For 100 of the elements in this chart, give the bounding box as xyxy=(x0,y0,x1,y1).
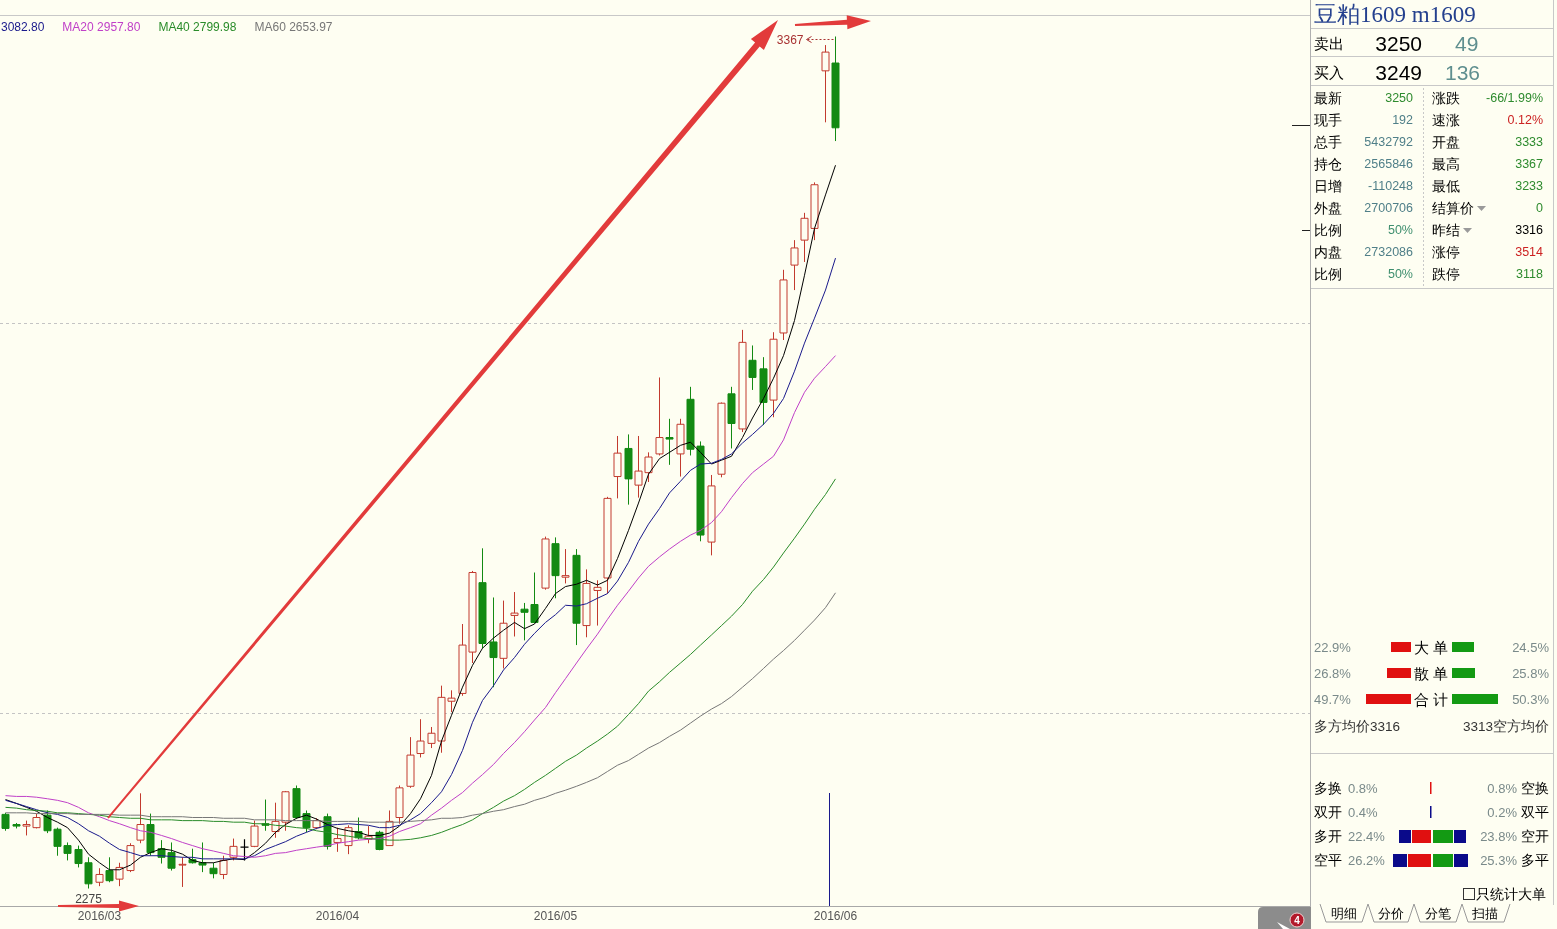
text: 昨结 xyxy=(1432,222,1460,238)
text: 2275 xyxy=(75,891,102,906)
text: 空平 xyxy=(1314,852,1342,868)
text: MA40 2799.98 xyxy=(158,20,237,34)
candlestick xyxy=(676,418,685,478)
text: 25.8% xyxy=(1512,665,1550,681)
text: 多换 xyxy=(1314,780,1342,796)
candlestick xyxy=(624,433,633,506)
text: 26.2% xyxy=(1348,852,1386,868)
candlestick xyxy=(136,792,145,844)
candlestick xyxy=(95,867,104,887)
text: 比例 xyxy=(1314,266,1342,282)
text: 4 xyxy=(1294,914,1301,926)
text: 豆粕1609 m1609 xyxy=(1314,1,1476,27)
text: 合 计 xyxy=(1413,690,1449,708)
text: 3233 xyxy=(1515,179,1544,193)
text: 3367 xyxy=(776,32,804,47)
candlestick xyxy=(115,862,124,887)
candlestick xyxy=(665,418,674,466)
text: 0.8% xyxy=(1348,780,1379,796)
text: 2565846 xyxy=(1364,157,1414,171)
text: 空换 xyxy=(1521,780,1549,796)
candlestick xyxy=(748,344,757,391)
candlestick xyxy=(727,386,736,449)
text: 22.9% xyxy=(1314,639,1352,655)
x-tick-label: 2016/04 xyxy=(315,909,360,923)
text: 26.8% xyxy=(1314,665,1352,681)
x-tick-label: 2016/06 xyxy=(813,909,858,923)
text: 结算价 xyxy=(1432,200,1474,216)
text: 50% xyxy=(1387,267,1413,281)
text: MA60 2653.97 xyxy=(254,20,333,34)
text: 涨跌 xyxy=(1432,90,1460,106)
text: 卖出 xyxy=(1314,34,1344,52)
text: 192 xyxy=(1392,113,1414,127)
text: 3118 xyxy=(1516,267,1544,281)
text: 双开 xyxy=(1314,804,1342,820)
text: 买入 xyxy=(1314,63,1344,81)
text: MA20 2957.80 xyxy=(62,20,141,34)
text: 50.3% xyxy=(1512,691,1550,707)
x-tick-label: 2016/05 xyxy=(533,909,578,923)
candlestick xyxy=(779,269,788,341)
text: 3082.80 xyxy=(1,20,45,34)
text: 跌停 xyxy=(1432,266,1460,282)
text: 持仓 xyxy=(1314,156,1342,172)
text: 大 单 xyxy=(1413,638,1449,656)
candlestick xyxy=(178,856,187,888)
text: 分价 xyxy=(1378,905,1404,921)
text: 总手 xyxy=(1313,134,1342,150)
text: 3250 xyxy=(1375,31,1422,55)
x-tick-label: 2016/03 xyxy=(77,909,122,923)
candlestick xyxy=(219,855,228,880)
text: 最新 xyxy=(1314,90,1342,106)
candlestick xyxy=(759,356,768,426)
text: -66/1.99% xyxy=(1486,91,1543,105)
text: 3514 xyxy=(1515,245,1544,259)
candlestick xyxy=(209,862,218,879)
text: 0.12% xyxy=(1507,113,1543,127)
text: 涨停 xyxy=(1432,244,1460,260)
text: 5432792 xyxy=(1364,135,1414,149)
candlestick xyxy=(551,536,560,599)
text: 3367 xyxy=(1515,157,1544,171)
candlestick xyxy=(12,822,21,829)
text: 分笔 xyxy=(1425,905,1451,921)
text: 外盘 xyxy=(1314,200,1342,216)
candlestick xyxy=(406,736,415,789)
candlestick xyxy=(499,600,508,669)
text: 最低 xyxy=(1432,178,1460,194)
text: 多平 xyxy=(1521,852,1549,868)
candlestick xyxy=(821,44,830,123)
candlestick xyxy=(738,329,747,433)
text: 2700706 xyxy=(1364,201,1414,215)
text: 136 xyxy=(1445,60,1481,84)
text: 25.3% xyxy=(1480,852,1518,868)
text: 多开 xyxy=(1314,828,1342,844)
text: 速涨 xyxy=(1432,112,1460,128)
text: 只统计大单 xyxy=(1476,886,1546,902)
candlestick xyxy=(105,856,114,883)
candlestick xyxy=(146,813,155,857)
text: 24.5% xyxy=(1512,639,1550,655)
candlestick xyxy=(613,435,622,499)
text: 3249 xyxy=(1375,60,1422,84)
candlestick xyxy=(416,718,425,758)
text: 比例 xyxy=(1314,222,1342,238)
text: 空开 xyxy=(1521,828,1549,844)
text: 50% xyxy=(1387,223,1413,237)
text: 49.7% xyxy=(1314,691,1352,707)
text: 49 xyxy=(1455,31,1479,55)
text: 日增 xyxy=(1314,178,1342,194)
candlestick xyxy=(603,496,612,595)
candlestick xyxy=(510,591,519,637)
candlestick xyxy=(831,36,840,142)
text: 扫描 xyxy=(1471,905,1498,921)
candlestick xyxy=(769,331,778,418)
candlestick xyxy=(707,474,716,556)
candlestick xyxy=(790,239,799,291)
text: 散 单 xyxy=(1413,664,1449,682)
text: 0.4% xyxy=(1348,804,1379,820)
text: 0.2% xyxy=(1487,804,1518,820)
text: 3333 xyxy=(1515,135,1544,149)
candlestick xyxy=(561,548,570,584)
